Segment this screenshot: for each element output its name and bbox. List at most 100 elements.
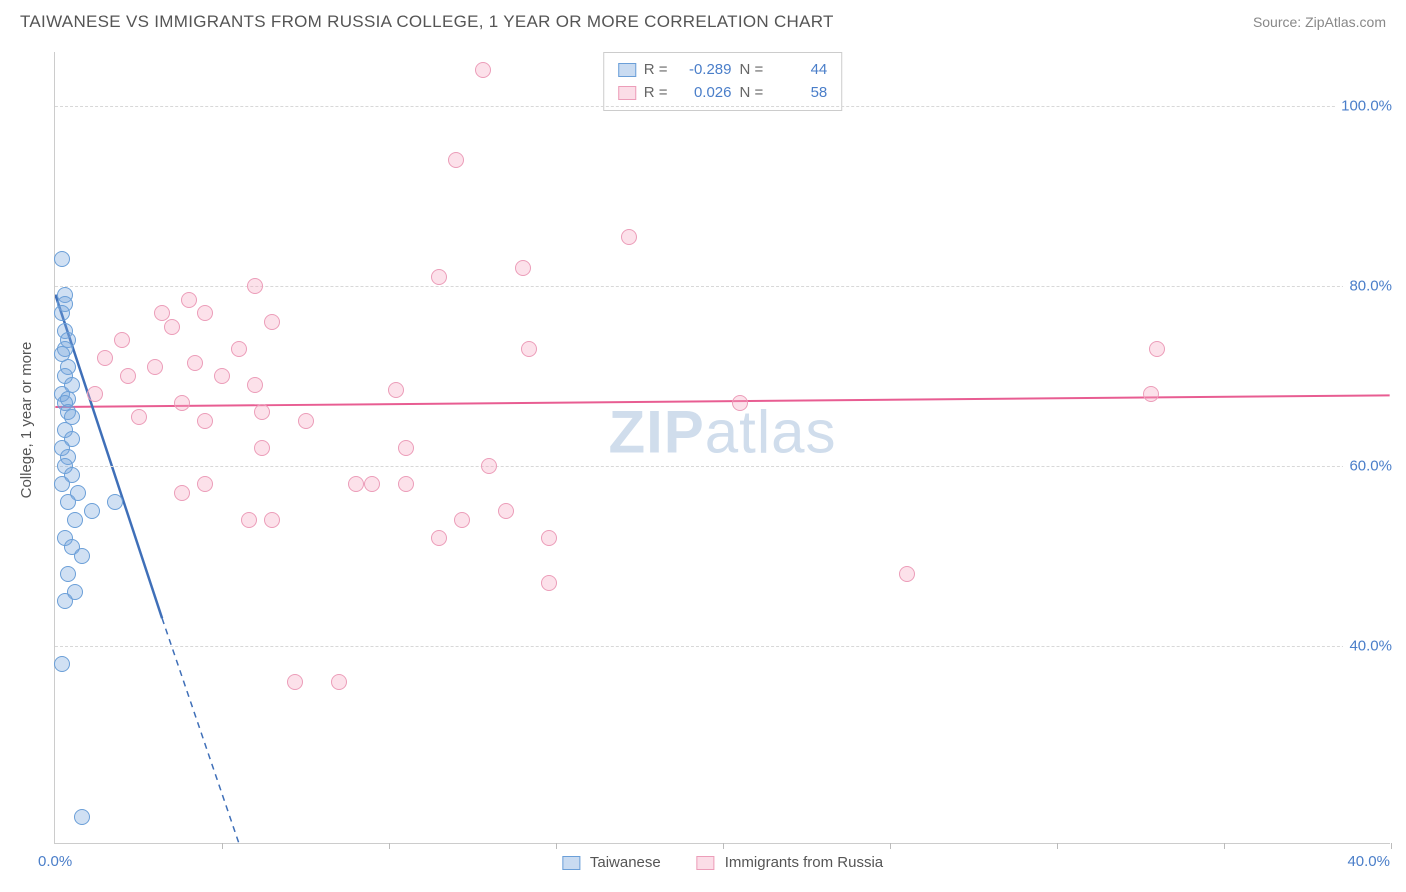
point-russia — [264, 314, 280, 330]
y-tick-label: 80.0% — [1343, 278, 1392, 295]
legend-item-taiwanese: Taiwanese — [562, 854, 661, 871]
point-russia — [264, 512, 280, 528]
swatch-pink-icon — [618, 86, 636, 100]
x-tick — [723, 843, 724, 849]
r-value: -0.289 — [676, 59, 732, 82]
point-russia — [899, 566, 915, 582]
watermark: ZIPatlas — [608, 397, 836, 466]
point-russia — [254, 440, 270, 456]
y-tick-label: 40.0% — [1343, 638, 1392, 655]
swatch-blue-icon — [618, 63, 636, 77]
x-far-label: 40.0% — [1347, 853, 1390, 870]
point-russia — [87, 386, 103, 402]
point-taiwanese — [84, 503, 100, 519]
series-legend: Taiwanese Immigrants from Russia — [562, 854, 883, 871]
legend-row-taiwanese: R = -0.289 N = 44 — [618, 59, 828, 82]
point-russia — [448, 152, 464, 168]
point-russia — [498, 503, 514, 519]
point-russia — [214, 368, 230, 384]
point-russia — [541, 530, 557, 546]
point-russia — [174, 485, 190, 501]
point-russia — [621, 229, 637, 245]
source-label: Source: ZipAtlas.com — [1253, 14, 1386, 30]
point-russia — [515, 260, 531, 276]
point-russia — [181, 292, 197, 308]
point-russia — [241, 512, 257, 528]
point-russia — [481, 458, 497, 474]
point-russia — [1149, 341, 1165, 357]
point-russia — [431, 269, 447, 285]
gridline — [55, 466, 1390, 467]
point-taiwanese — [54, 476, 70, 492]
point-russia — [187, 355, 203, 371]
point-taiwanese — [54, 656, 70, 672]
point-russia — [331, 674, 347, 690]
r-label: R = — [644, 82, 668, 105]
n-value: 44 — [771, 59, 827, 82]
n-label: N = — [740, 82, 764, 105]
point-russia — [1143, 386, 1159, 402]
y-axis-label: College, 1 year or more — [18, 342, 35, 499]
r-value: 0.026 — [676, 82, 732, 105]
point-taiwanese — [67, 512, 83, 528]
point-taiwanese — [74, 809, 90, 825]
point-russia — [287, 674, 303, 690]
point-russia — [348, 476, 364, 492]
point-russia — [398, 440, 414, 456]
point-russia — [197, 476, 213, 492]
legend-row-russia: R = 0.026 N = 58 — [618, 82, 828, 105]
point-russia — [398, 476, 414, 492]
point-russia — [541, 575, 557, 591]
point-russia — [247, 278, 263, 294]
x-tick — [556, 843, 557, 849]
point-russia — [388, 382, 404, 398]
correlation-legend: R = -0.289 N = 44 R = 0.026 N = 58 — [603, 52, 843, 111]
y-tick-label: 60.0% — [1343, 458, 1392, 475]
point-russia — [231, 341, 247, 357]
point-taiwanese — [54, 251, 70, 267]
point-russia — [254, 404, 270, 420]
x-tick — [1057, 843, 1058, 849]
point-russia — [364, 476, 380, 492]
swatch-pink-icon — [697, 856, 715, 870]
swatch-blue-icon — [562, 856, 580, 870]
point-russia — [247, 377, 263, 393]
point-taiwanese — [57, 593, 73, 609]
point-russia — [298, 413, 314, 429]
point-russia — [521, 341, 537, 357]
point-taiwanese — [60, 494, 76, 510]
x-tick — [890, 843, 891, 849]
n-value: 58 — [771, 82, 827, 105]
point-russia — [174, 395, 190, 411]
point-russia — [197, 305, 213, 321]
point-taiwanese — [60, 566, 76, 582]
point-russia — [131, 409, 147, 425]
n-label: N = — [740, 59, 764, 82]
point-russia — [475, 62, 491, 78]
x-tick — [222, 843, 223, 849]
point-taiwanese — [107, 494, 123, 510]
x-origin-label: 0.0% — [38, 853, 72, 870]
point-taiwanese — [54, 305, 70, 321]
x-tick — [1224, 843, 1225, 849]
point-russia — [120, 368, 136, 384]
x-tick — [389, 843, 390, 849]
r-label: R = — [644, 59, 668, 82]
y-tick-label: 100.0% — [1335, 98, 1392, 115]
point-russia — [732, 395, 748, 411]
gridline — [55, 106, 1390, 107]
point-russia — [431, 530, 447, 546]
chart-title: TAIWANESE VS IMMIGRANTS FROM RUSSIA COLL… — [20, 12, 834, 32]
legend-item-russia: Immigrants from Russia — [697, 854, 883, 871]
point-russia — [114, 332, 130, 348]
point-russia — [197, 413, 213, 429]
legend-label: Immigrants from Russia — [725, 854, 883, 871]
legend-label: Taiwanese — [590, 854, 661, 871]
point-taiwanese — [74, 548, 90, 564]
gridline — [55, 646, 1390, 647]
chart-plot-area: ZIPatlas R = -0.289 N = 44 R = 0.026 N =… — [54, 52, 1390, 844]
x-tick — [1391, 843, 1392, 849]
point-russia — [164, 319, 180, 335]
point-russia — [454, 512, 470, 528]
point-russia — [97, 350, 113, 366]
